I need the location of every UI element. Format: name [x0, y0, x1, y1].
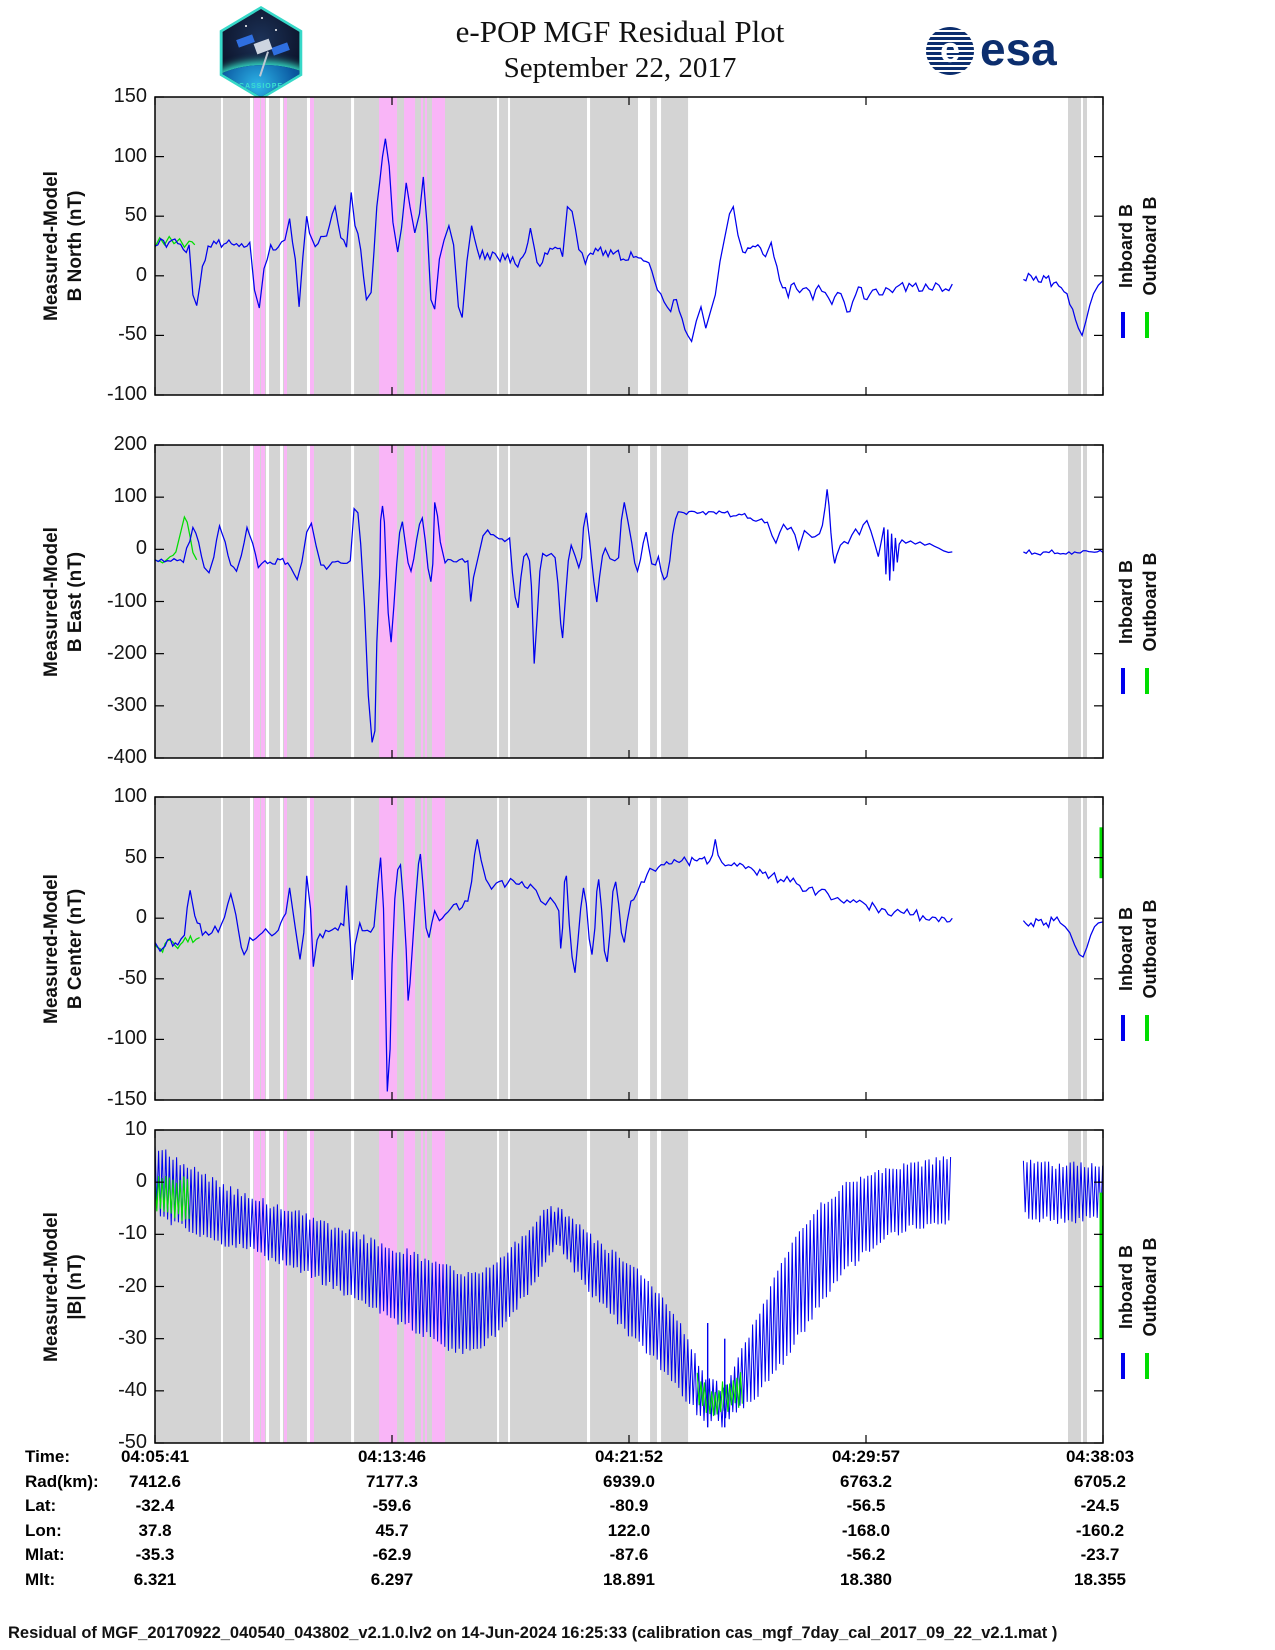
shaded-region-magenta: [253, 445, 261, 758]
shaded-region-magenta: [260, 445, 265, 758]
footer-note: Residual of MGF_20170922_040540_043802_v…: [8, 1624, 1058, 1642]
esa-logo-text: esa: [980, 23, 1057, 75]
shaded-region-magenta: [424, 445, 427, 758]
shaded-region-gray: [282, 445, 307, 758]
shaded-region-magenta: [421, 97, 423, 395]
shaded-region-gray: [1068, 445, 1082, 758]
esa-logo-icon: [926, 27, 974, 75]
shaded-region-magenta: [260, 1130, 265, 1443]
shaded-region-magenta: [404, 797, 416, 1100]
shaded-region-gray: [309, 1130, 352, 1443]
shaded-region-gray: [222, 445, 250, 758]
shaded-region-magenta: [379, 797, 398, 1100]
panel-data-b_magnitude: [155, 1145, 1103, 1428]
shaded-region-gray: [155, 797, 221, 1100]
shaded-region-gray: [1068, 797, 1082, 1100]
page-title: e-POP MGF Residual Plot: [455, 14, 785, 49]
shaded-region-magenta: [284, 797, 287, 1100]
shaded-region-gray: [269, 797, 281, 1100]
shaded-region-magenta: [260, 97, 265, 395]
shaded-region-magenta: [309, 97, 314, 395]
shaded-region-magenta: [432, 97, 445, 395]
shaded-region-gray: [661, 797, 689, 1100]
shaded-region-gray: [661, 97, 689, 395]
shaded-region-magenta: [253, 797, 261, 1100]
shaded-region-magenta: [432, 797, 445, 1100]
shaded-region-gray: [499, 445, 509, 758]
shaded-region-gray: [499, 97, 509, 395]
shaded-region-gray: [309, 97, 352, 395]
shaded-region-gray: [650, 97, 657, 395]
shaded-region-gray: [590, 797, 639, 1100]
shaded-region-gray: [650, 1130, 657, 1443]
shaded-region-magenta: [284, 1130, 287, 1443]
patch-mission-name: CASSIOPE: [238, 83, 284, 90]
shaded-region-gray: [499, 797, 509, 1100]
shaded-region-magenta: [260, 797, 265, 1100]
shaded-region-gray: [510, 1130, 588, 1443]
shaded-region-magenta: [404, 445, 416, 758]
shaded-region-gray: [650, 445, 657, 758]
shaded-region-magenta: [424, 797, 427, 1100]
shaded-region-gray: [269, 97, 281, 395]
shaded-region-gray: [269, 445, 281, 758]
shaded-region-magenta: [253, 97, 261, 395]
shaded-region-magenta: [421, 797, 423, 1100]
shaded-region-gray: [282, 1130, 307, 1443]
shaded-region-gray: [590, 445, 639, 758]
shaded-region-gray: [1068, 97, 1082, 395]
shaded-region-gray: [1082, 797, 1087, 1100]
panel-data-b_center: [155, 827, 1103, 1092]
shaded-region-magenta: [253, 1130, 261, 1443]
shaded-region-gray: [155, 445, 221, 758]
shaded-region-gray: [269, 1130, 281, 1443]
shaded-region-gray: [282, 97, 307, 395]
shaded-region-magenta: [309, 1130, 314, 1443]
shaded-region-gray: [650, 797, 657, 1100]
shaded-region-gray: [309, 445, 352, 758]
panel-data-b_north: [155, 138, 1103, 343]
shaded-region-gray: [309, 797, 352, 1100]
shaded-region-gray: [222, 97, 250, 395]
shaded-region-gray: [1082, 445, 1087, 758]
panel-data-b_east: [155, 489, 1103, 743]
shaded-region-gray: [590, 97, 639, 395]
shaded-region-gray: [510, 445, 588, 758]
shaded-region-gray: [510, 797, 588, 1100]
shaded-region-gray: [1082, 1130, 1087, 1443]
shaded-region-magenta: [379, 97, 398, 395]
shaded-region-magenta: [421, 445, 423, 758]
shaded-region-magenta: [432, 445, 445, 758]
shaded-region-gray: [510, 97, 588, 395]
shaded-region-gray: [222, 1130, 250, 1443]
shaded-region-gray: [661, 1130, 689, 1443]
shaded-region-gray: [1082, 97, 1087, 395]
shaded-region-gray: [282, 797, 307, 1100]
esa-logo-e: e: [939, 29, 961, 70]
shaded-region-magenta: [309, 445, 314, 758]
shaded-region-magenta: [424, 97, 427, 395]
shaded-region-gray: [661, 445, 689, 758]
shaded-region-gray: [222, 797, 250, 1100]
shaded-region-magenta: [284, 445, 287, 758]
shaded-region-magenta: [284, 97, 287, 395]
shaded-region-magenta: [404, 97, 416, 395]
page-date: September 22, 2017: [503, 52, 737, 84]
